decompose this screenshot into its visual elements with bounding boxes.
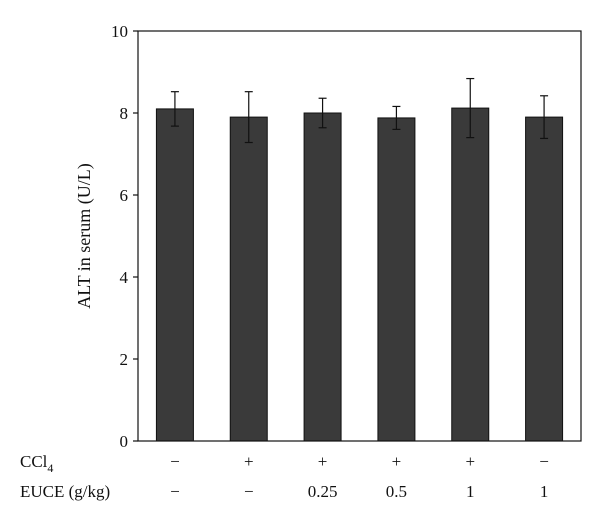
condition-value-2-4: 0.5 — [386, 482, 407, 501]
bars — [155, 107, 564, 442]
error-bar-2 — [244, 91, 253, 144]
condition-value-1-1: − — [170, 452, 180, 471]
y-tick-label-8: 8 — [120, 104, 129, 123]
error-bar-5 — [466, 77, 475, 139]
condition-value-1-2: + — [244, 452, 254, 471]
y-tick-label-0: 0 — [120, 432, 129, 451]
condition-label-2: EUCE (g/kg) — [20, 482, 110, 501]
condition-label-1: CCl4 — [20, 452, 53, 475]
error-bar-4 — [392, 105, 401, 130]
bar-1 — [155, 108, 194, 442]
condition-value-2-5: 1 — [466, 482, 475, 501]
error-bar-6 — [540, 95, 549, 140]
y-tick-label-6: 6 — [120, 186, 129, 205]
y-axis-title: ALT in serum (U/L) — [74, 163, 95, 309]
error-bar-1 — [170, 91, 179, 127]
condition-value-1-4: + — [392, 452, 402, 471]
y-tick-label-4: 4 — [120, 268, 129, 287]
y-tick-label-2: 2 — [120, 350, 129, 369]
condition-value-2-2: − — [244, 482, 254, 501]
y-axis-ticks: 0 2 4 6 8 10 — [111, 22, 138, 451]
bar-6 — [525, 116, 564, 442]
y-tick-label-10: 10 — [111, 22, 128, 41]
condition-table: CCl4 − + + + + − EUCE (g/kg) − − 0.25 0.5 1 1 — [20, 452, 549, 501]
condition-value-2-3: 0.25 — [308, 482, 338, 501]
condition-value-1-5: + — [465, 452, 475, 471]
bar-4 — [377, 117, 416, 442]
condition-value-2-6: 1 — [540, 482, 549, 501]
bar-5 — [451, 107, 490, 442]
condition-value-2-1: − — [170, 482, 180, 501]
error-bar-3 — [318, 97, 327, 129]
bar-2 — [229, 116, 268, 442]
condition-value-1-3: + — [318, 452, 328, 471]
condition-value-1-6: − — [539, 452, 549, 471]
bar-3 — [303, 112, 342, 442]
plot-area-frame — [137, 30, 582, 442]
error-bars — [170, 77, 549, 144]
